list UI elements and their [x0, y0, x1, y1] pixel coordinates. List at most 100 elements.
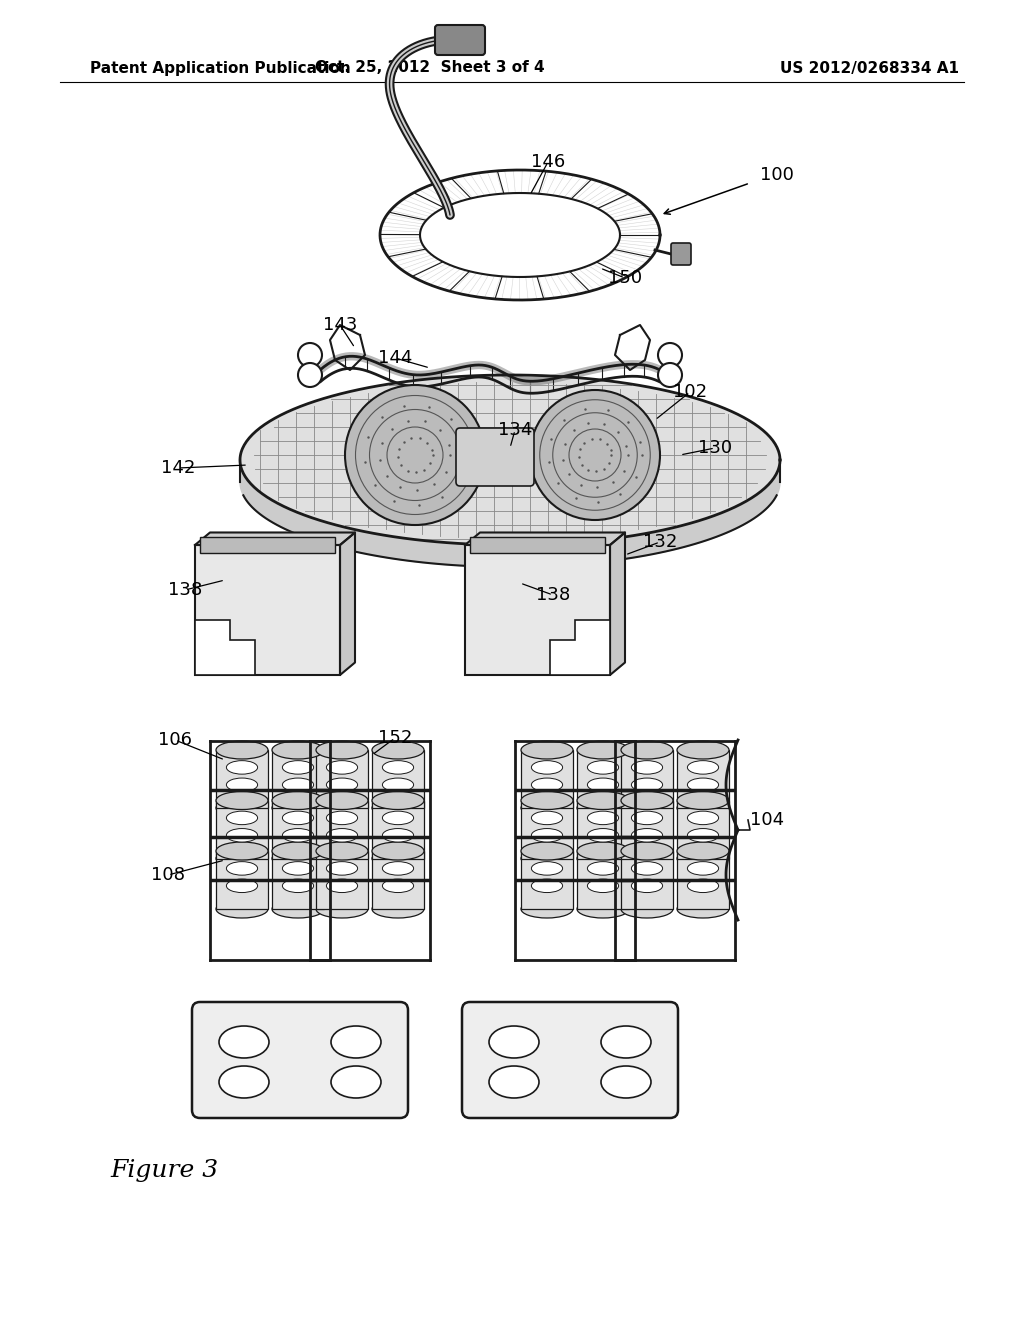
Ellipse shape [372, 900, 424, 917]
Bar [216, 851, 268, 909]
Text: 108: 108 [151, 866, 185, 884]
Text: 134: 134 [498, 421, 532, 440]
Bar [470, 537, 605, 553]
Bar [216, 800, 268, 858]
Bar [316, 800, 368, 858]
Ellipse shape [687, 812, 719, 825]
Ellipse shape [216, 799, 268, 817]
Ellipse shape [687, 862, 719, 875]
Ellipse shape [531, 777, 562, 792]
Ellipse shape [316, 741, 368, 759]
Ellipse shape [621, 799, 673, 817]
Polygon shape [610, 532, 625, 675]
Ellipse shape [226, 760, 258, 774]
Ellipse shape [226, 812, 258, 825]
Ellipse shape [327, 829, 357, 842]
Ellipse shape [316, 799, 368, 817]
Ellipse shape [621, 900, 673, 917]
Ellipse shape [588, 862, 618, 875]
Ellipse shape [283, 760, 313, 774]
Ellipse shape [677, 741, 729, 759]
Bar [621, 800, 673, 858]
Ellipse shape [621, 792, 673, 809]
Ellipse shape [216, 900, 268, 917]
Ellipse shape [272, 741, 324, 759]
Ellipse shape [531, 879, 562, 892]
Bar [200, 537, 335, 553]
Text: 142: 142 [161, 459, 196, 477]
Bar [272, 800, 324, 858]
Bar [577, 800, 629, 858]
Bar [372, 750, 424, 808]
Ellipse shape [632, 829, 663, 842]
Polygon shape [195, 532, 355, 545]
Ellipse shape [327, 862, 357, 875]
Text: 146: 146 [530, 153, 565, 172]
Ellipse shape [283, 812, 313, 825]
Ellipse shape [531, 829, 562, 842]
Circle shape [298, 343, 322, 367]
Ellipse shape [531, 812, 562, 825]
Circle shape [658, 363, 682, 387]
Ellipse shape [621, 850, 673, 867]
FancyBboxPatch shape [456, 428, 534, 486]
Ellipse shape [316, 850, 368, 867]
Ellipse shape [577, 842, 629, 861]
Ellipse shape [588, 812, 618, 825]
Ellipse shape [382, 862, 414, 875]
Circle shape [530, 389, 660, 520]
Ellipse shape [272, 900, 324, 917]
Ellipse shape [687, 777, 719, 792]
Ellipse shape [219, 1067, 269, 1098]
Ellipse shape [489, 1067, 539, 1098]
Ellipse shape [382, 777, 414, 792]
Polygon shape [240, 375, 780, 545]
Ellipse shape [521, 799, 573, 817]
Ellipse shape [601, 1026, 651, 1059]
Ellipse shape [621, 842, 673, 861]
Text: 100: 100 [760, 166, 794, 183]
Text: 104: 104 [750, 810, 784, 829]
Polygon shape [240, 397, 780, 568]
Ellipse shape [577, 900, 629, 917]
Ellipse shape [331, 1067, 381, 1098]
Circle shape [658, 343, 682, 367]
Ellipse shape [283, 862, 313, 875]
Ellipse shape [521, 900, 573, 917]
Ellipse shape [272, 792, 324, 809]
Ellipse shape [372, 741, 424, 759]
Ellipse shape [632, 812, 663, 825]
Text: 132: 132 [643, 533, 677, 550]
Ellipse shape [531, 862, 562, 875]
Ellipse shape [577, 792, 629, 809]
Text: 152: 152 [378, 729, 413, 747]
Text: 130: 130 [698, 440, 732, 457]
Ellipse shape [632, 879, 663, 892]
Ellipse shape [677, 842, 729, 861]
Circle shape [298, 363, 322, 387]
Ellipse shape [588, 777, 618, 792]
Text: Figure 3: Figure 3 [110, 1159, 218, 1181]
FancyBboxPatch shape [671, 243, 691, 265]
Ellipse shape [316, 900, 368, 917]
Ellipse shape [382, 812, 414, 825]
Ellipse shape [687, 829, 719, 842]
Ellipse shape [283, 879, 313, 892]
Ellipse shape [677, 792, 729, 809]
Bar [216, 750, 268, 808]
FancyBboxPatch shape [435, 25, 485, 55]
Polygon shape [465, 532, 625, 545]
Ellipse shape [272, 850, 324, 867]
Ellipse shape [521, 741, 573, 759]
Ellipse shape [327, 812, 357, 825]
Bar [521, 750, 573, 808]
Ellipse shape [687, 760, 719, 774]
Ellipse shape [577, 741, 629, 759]
Ellipse shape [331, 1026, 381, 1059]
Ellipse shape [283, 777, 313, 792]
Ellipse shape [677, 850, 729, 867]
Ellipse shape [382, 760, 414, 774]
Text: 150: 150 [608, 269, 642, 286]
Ellipse shape [372, 850, 424, 867]
Ellipse shape [687, 879, 719, 892]
